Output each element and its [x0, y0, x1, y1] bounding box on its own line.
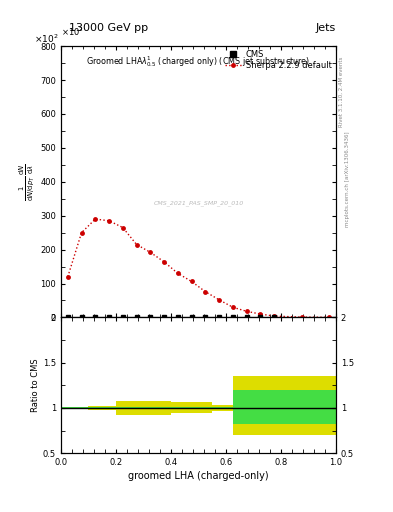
Legend: CMS, Sherpa 2.2.9 default: CMS, Sherpa 2.2.9 default	[225, 50, 332, 70]
Y-axis label: $\frac{1}{\mathrm{d}N/\mathrm{d}p_T}\,\frac{\mathrm{d}N}{\mathrm{d}\lambda}$: $\frac{1}{\mathrm{d}N/\mathrm{d}p_T}\,\f…	[18, 163, 37, 201]
Text: Jets: Jets	[316, 23, 336, 33]
Text: Rivet 3.1.10, 2.4M events: Rivet 3.1.10, 2.4M events	[339, 57, 344, 127]
Text: mcplots.cern.ch [arXiv:1306.3436]: mcplots.cern.ch [arXiv:1306.3436]	[345, 132, 350, 227]
Text: $\times10^{2}$: $\times10^{2}$	[61, 26, 84, 38]
Text: Groomed LHA$\lambda^{1}_{0.5}$ (charged only) (CMS jet substructure): Groomed LHA$\lambda^{1}_{0.5}$ (charged …	[86, 54, 310, 69]
X-axis label: groomed LHA (charged-only): groomed LHA (charged-only)	[128, 471, 269, 481]
Y-axis label: Ratio to CMS: Ratio to CMS	[31, 358, 40, 412]
Text: $\times10^{2}$: $\times10^{2}$	[34, 32, 58, 45]
Text: CMS_2021_PAS_SMP_20_010: CMS_2021_PAS_SMP_20_010	[153, 201, 244, 206]
Text: 13000 GeV pp: 13000 GeV pp	[69, 23, 148, 33]
